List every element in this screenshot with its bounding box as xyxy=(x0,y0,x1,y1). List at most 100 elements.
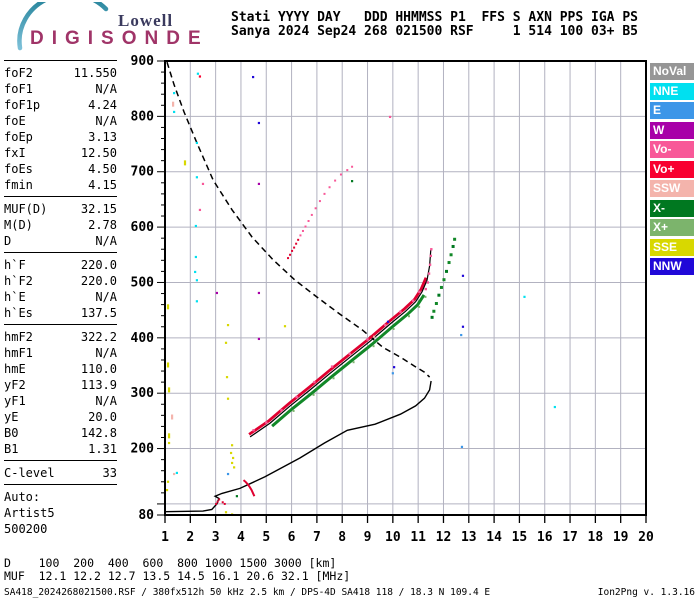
x-axis-tick-label: 11 xyxy=(410,530,426,545)
e-region-echo-dot xyxy=(216,500,219,503)
o-trace-lightgreen-dot xyxy=(418,305,421,308)
x-trace-dot xyxy=(434,302,438,306)
noise-dot-nne xyxy=(194,255,197,259)
noise-dot-ssw xyxy=(173,472,176,476)
x-axis-tick-label: 1 xyxy=(161,530,169,545)
parameter-label: B0 xyxy=(4,426,19,440)
parameter-value: 220.0 xyxy=(80,258,117,272)
panel-divider xyxy=(4,196,117,197)
o-trace-lightgreen-dot xyxy=(372,345,375,348)
parameter-value: 4.50 xyxy=(88,162,117,176)
parameter-row: h`E N/A xyxy=(4,289,117,305)
noise-dot-w xyxy=(257,291,261,295)
parameter-label: C-level xyxy=(4,466,55,480)
parameter-row: foF1p 4.24 xyxy=(4,97,117,113)
noise-dot-sse xyxy=(233,466,236,469)
parameter-label: foEs xyxy=(4,162,33,176)
parameter-row: foF2 11.550 xyxy=(4,65,117,81)
x-axis-tick-label: 2 xyxy=(186,530,194,545)
parameter-label: h`E xyxy=(4,290,26,304)
y-axis-tick-label: 800 xyxy=(131,109,155,124)
legend-item-e: E xyxy=(650,102,694,119)
logo-text-digisonde: DIGISONDE xyxy=(30,28,209,49)
parameter-label: h`Es xyxy=(4,306,33,320)
y-axis-tick-label: 80 xyxy=(138,508,154,523)
second-hop-dot xyxy=(328,186,331,189)
o-trace-pink-spot xyxy=(313,380,316,384)
e-region-echo-dot xyxy=(221,501,224,504)
second-hop-dot xyxy=(339,173,342,176)
direction-color-legend: NoVal NNE E W Vo- Vo+ SSW X- X+ SSE NNW xyxy=(650,63,694,278)
status-file-info: SA418_2024268021500.RSF / 380fx512h 50 k… xyxy=(4,587,491,598)
parameter-label: fxI xyxy=(4,146,26,160)
panel-divider xyxy=(4,484,117,485)
parameter-label: D xyxy=(4,234,12,248)
parameter-label: yF1 xyxy=(4,394,26,408)
e-region-echo-dot xyxy=(218,498,221,501)
x-trace-dot xyxy=(449,253,453,257)
x-axis-tick-label: 19 xyxy=(613,530,629,545)
noise-dot-nnw xyxy=(251,75,255,79)
parameter-label: B1 xyxy=(4,442,19,456)
parameter-value: 110.0 xyxy=(80,362,117,376)
parameter-row: foEp 3.13 xyxy=(4,129,117,145)
o-trace-pink-spot xyxy=(330,365,334,368)
noise-dot-x- xyxy=(235,495,238,498)
y-axis-tick-label: 300 xyxy=(131,386,155,401)
noise-dot-sse xyxy=(166,362,170,368)
x-trace-dot xyxy=(442,278,446,282)
asymptote-pink-dot xyxy=(428,263,432,266)
parameter-row: yF2 113.9 xyxy=(4,377,117,393)
noise-dot-ssw xyxy=(373,335,376,338)
parameter-value: N/A xyxy=(95,346,117,360)
y-axis-tick-label: 700 xyxy=(131,165,155,180)
es-trace xyxy=(242,479,256,497)
parameter-value: 3.13 xyxy=(88,130,117,144)
second-hop-dot xyxy=(323,192,326,195)
noise-dot-sse xyxy=(229,451,233,455)
parameter-label: foE xyxy=(4,114,26,128)
o-trace-lightgreen-dot xyxy=(424,295,427,298)
x-axis-tick-label: 18 xyxy=(588,530,604,545)
asymptote-pink-dot xyxy=(426,281,429,284)
true-height-profile-curve xyxy=(164,380,432,513)
parameter-label: h`F xyxy=(4,258,26,272)
auto-scaler-line: Auto: xyxy=(4,490,41,504)
noise-dot-vo- xyxy=(201,182,205,186)
legend-item-nnw: NNW xyxy=(650,258,694,275)
noise-dot-sse xyxy=(224,341,228,344)
parameter-row: M(D) 2.78 xyxy=(4,217,117,233)
x-trace-dot xyxy=(437,293,441,297)
o-trace-pink-spot xyxy=(399,310,402,313)
noise-dot-sse xyxy=(230,461,234,465)
second-hop-dot xyxy=(287,257,290,260)
parameter-row: C-level 33 xyxy=(4,465,117,481)
noise-dot-sse xyxy=(224,511,228,514)
noise-dot-nnw xyxy=(461,325,465,328)
legend-item-vo-: Vo- xyxy=(650,141,694,158)
o-trace-lightgreen-dot xyxy=(408,315,410,318)
parameter-row: B1 1.31 xyxy=(4,441,117,457)
parameter-value: 12.50 xyxy=(80,146,117,160)
parameter-row: h`F 220.0 xyxy=(4,257,117,273)
noise-dot-e xyxy=(460,333,463,337)
x-trace-dot xyxy=(439,285,443,289)
parameter-row: B0 142.8 xyxy=(4,425,117,441)
lowell-logo-arc-icon xyxy=(17,2,109,51)
x-axis-tick-label: 13 xyxy=(461,530,477,545)
plot-border xyxy=(164,60,647,516)
noise-dot-vo+ xyxy=(198,75,202,78)
second-hop-dot xyxy=(351,165,354,168)
noise-dot-ssw xyxy=(172,101,175,107)
noise-dot-nne xyxy=(195,176,198,179)
noise-dot-nne xyxy=(553,405,556,409)
parameter-value: 32.15 xyxy=(80,202,117,216)
parameter-label: h`F2 xyxy=(4,274,33,288)
o-trace-green-band xyxy=(271,294,426,428)
x-axis-tick-label: 15 xyxy=(512,530,528,545)
noise-dot-nne xyxy=(175,471,178,475)
x-axis-tick-label: 16 xyxy=(537,530,553,545)
x-axis-tick-label: 8 xyxy=(338,530,346,545)
o-trace-pink-spot xyxy=(252,429,255,432)
